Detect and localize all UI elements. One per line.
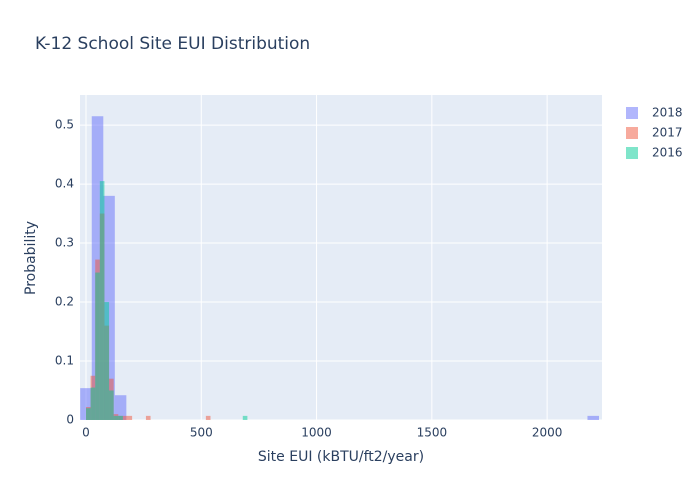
plot-area xyxy=(80,95,602,420)
x-axis-label: Site EUI (kBTU/ft2/year) xyxy=(258,449,424,465)
histogram-bar xyxy=(205,415,211,420)
histogram-bar xyxy=(109,390,114,420)
legend-label[interactable]: 2016 xyxy=(652,146,683,160)
y-tick-label: 0 xyxy=(66,413,74,427)
x-tick-label: 500 xyxy=(190,426,213,440)
histogram-bar xyxy=(113,415,119,420)
legend-swatch[interactable] xyxy=(626,127,638,139)
histogram-bar xyxy=(587,415,600,420)
legend-swatch[interactable] xyxy=(626,147,638,159)
histogram-bar xyxy=(122,415,128,420)
histogram-bar xyxy=(145,415,151,420)
legend-label[interactable]: 2017 xyxy=(652,126,683,140)
histogram-bar xyxy=(80,388,92,420)
histogram-bar xyxy=(118,415,123,420)
legend-label[interactable]: 2018 xyxy=(652,106,683,120)
y-tick-label: 0.2 xyxy=(55,295,74,309)
legend-swatch[interactable] xyxy=(626,107,638,119)
histogram-bar xyxy=(95,272,100,420)
y-tick-label: 0.1 xyxy=(55,354,74,368)
histogram-bar xyxy=(127,415,133,420)
x-tick-label: 1500 xyxy=(417,426,448,440)
histogram-bar xyxy=(114,395,127,420)
histogram-bar xyxy=(104,302,110,420)
x-tick-label: 0 xyxy=(82,426,90,440)
histogram-bar xyxy=(90,387,96,420)
histogram-bar xyxy=(99,181,105,420)
y-axis-label: Probability xyxy=(23,221,39,295)
y-tick-label: 0.5 xyxy=(55,118,74,132)
y-tick-label: 0.4 xyxy=(55,177,74,191)
x-tick-label: 1000 xyxy=(301,426,332,440)
x-tick-label: 2000 xyxy=(532,426,563,440)
histogram-bar xyxy=(103,195,115,420)
histogram-bar xyxy=(85,408,91,420)
y-tick-label: 0.3 xyxy=(55,236,74,250)
chart-title: K-12 School Site EUI Distribution xyxy=(35,34,310,54)
histogram-bar xyxy=(242,415,248,420)
